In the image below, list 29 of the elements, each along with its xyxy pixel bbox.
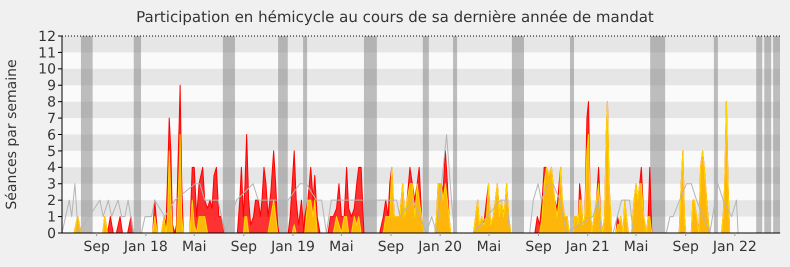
y-tick-label: 4 [47,160,56,176]
y-tick-label: 3 [47,176,56,193]
y-tick-label: 11 [38,45,56,62]
x-tick-label: Mai [476,239,502,255]
y-tick-label: 9 [47,78,56,94]
y-tick-label: 0 [47,226,56,242]
y-tick-label: 2 [47,193,56,210]
x-tick-label: Jan 22 [712,239,757,255]
y-tick-label: 12 [38,28,56,45]
x-tick-label: Mai [182,239,207,255]
y-tick-label: 10 [38,62,56,78]
y-tick-label: 7 [47,110,56,127]
x-tick-label: Sep [672,239,699,255]
x-tick-label: Jan 21 [564,239,610,255]
x-tick-label: Jan 20 [417,239,462,255]
x-tick-label: Jan 18 [122,239,168,255]
x-tick-label: Sep [378,239,404,255]
y-tick-label: 5 [47,144,56,160]
y-tick-label: 8 [47,94,56,111]
x-tick-label: Sep [525,239,552,255]
y-tick-label: 6 [47,127,56,144]
chart-title: Participation en hémicycle au cours de sa dernière année de mandat [136,8,654,26]
x-tick-label: Jan 19 [270,239,315,255]
y-tick-label: 1 [47,209,56,226]
x-tick-label: Sep [230,239,258,255]
x-tick-label: Mai [329,239,354,255]
y-axis-title: Séances par semaine [4,59,20,210]
x-tick-label: Sep [83,239,110,255]
x-tick-label: Mai [624,239,648,255]
